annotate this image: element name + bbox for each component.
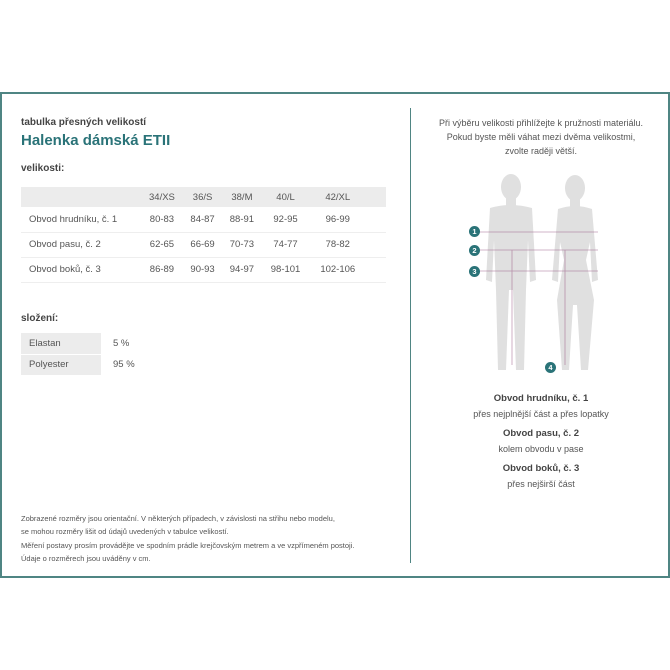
table-row: Obvod pasu, č. 2 62-65 66-69 70-73 74-77 78-… [21,232,386,258]
measure-badge-1: 1 [469,226,480,237]
table-row: Polyester 95 % [21,354,135,376]
female-silhouette [552,175,598,370]
table-header: 34/XS 36/S 38/M 40/L 42/XL [21,187,386,207]
measure-badge-2: 2 [469,245,480,256]
subtitle: tabulka přesných velikostí [21,117,147,128]
page-title: Halenka dámská ETII [21,132,171,149]
column-header: 42/XL [309,187,366,207]
measure-chest: Obvod hrudníku, č. 1 přes nejplnější čás… [473,393,609,419]
sizes-heading: velikosti: [21,163,65,174]
measure-badge-4: 4 [545,362,556,373]
column-header: 40/L [261,187,310,207]
divider [410,108,411,563]
table-row: Obvod hrudníku, č. 1 80-83 84-87 88-91 92-9… [21,207,386,233]
table-row: Elastan 5 % [21,333,135,355]
column-header: 34/XS [141,187,183,207]
size-chart-frame [0,92,670,578]
guide-intro: Při výběru velikosti přihlížejte k pružn… [438,118,644,156]
composition-table: Elastan 5 % Polyester 95 % [21,333,135,376]
column-header: 36/S [182,187,223,207]
size-table: 34/XS 36/S 38/M 40/L 42/XL Obvod hrudník… [21,187,386,283]
male-silhouette [486,174,536,370]
table-row: Obvod boků, č. 3 86-89 90-93 94-97 98-101 10… [21,257,386,283]
body-silhouettes [480,174,598,370]
measure-waist: Obvod pasu, č. 2 kolem obvodu v pase [498,428,584,454]
column-header: 38/M [222,187,262,207]
measure-hips: Obvod boků, č. 3 přes nejširší část [502,463,580,489]
measure-badge-3: 3 [469,266,480,277]
footnote: Zobrazené rozměry jsou orientační. V něk… [21,514,355,563]
composition-heading: složení: [21,313,59,324]
